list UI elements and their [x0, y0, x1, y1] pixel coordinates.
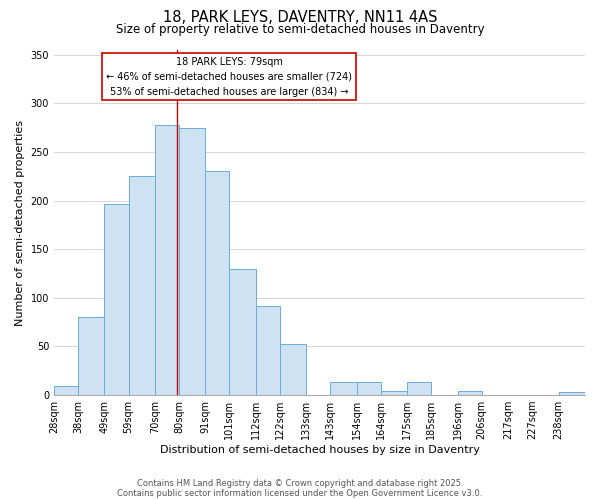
Y-axis label: Number of semi-detached properties: Number of semi-detached properties: [15, 120, 25, 326]
Text: 18, PARK LEYS, DAVENTRY, NN11 4AS: 18, PARK LEYS, DAVENTRY, NN11 4AS: [163, 10, 437, 25]
Bar: [104, 204, 128, 395]
Bar: [559, 392, 585, 395]
Text: 18 PARK LEYS: 79sqm
← 46% of semi-detached houses are smaller (724)
53% of semi-: 18 PARK LEYS: 79sqm ← 46% of semi-detach…: [106, 57, 352, 96]
Bar: [128, 176, 155, 395]
X-axis label: Distribution of semi-detached houses by size in Daventry: Distribution of semi-detached houses by …: [160, 445, 479, 455]
Bar: [205, 170, 229, 395]
Bar: [54, 386, 78, 395]
Bar: [256, 306, 280, 395]
Bar: [179, 128, 205, 395]
Bar: [280, 344, 307, 395]
Bar: [155, 125, 179, 395]
Bar: [381, 391, 407, 395]
Bar: [229, 268, 256, 395]
Bar: [78, 318, 104, 395]
Text: Contains public sector information licensed under the Open Government Licence v3: Contains public sector information licen…: [118, 488, 482, 498]
Bar: [407, 382, 431, 395]
Bar: [458, 391, 482, 395]
Bar: [357, 382, 381, 395]
Text: Contains HM Land Registry data © Crown copyright and database right 2025.: Contains HM Land Registry data © Crown c…: [137, 478, 463, 488]
Text: Size of property relative to semi-detached houses in Daventry: Size of property relative to semi-detach…: [116, 22, 484, 36]
Bar: [331, 382, 357, 395]
